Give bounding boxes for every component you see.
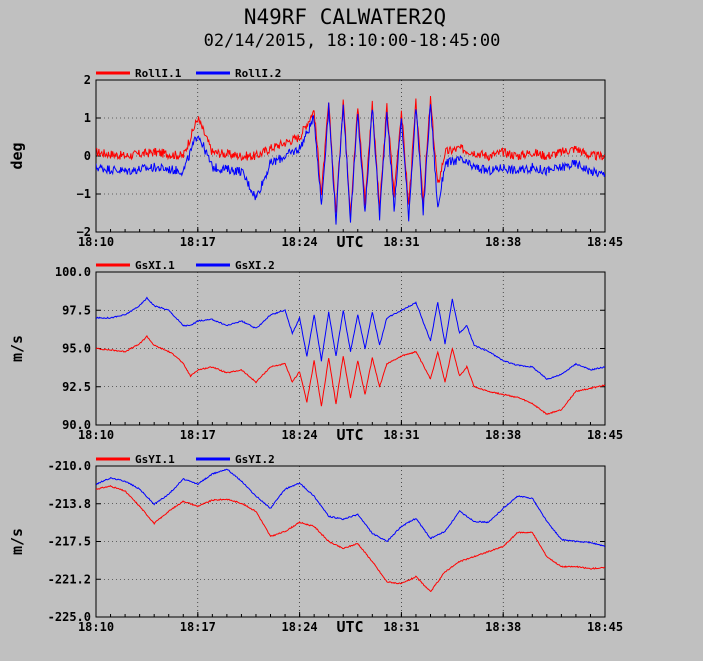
figure-title: N49RF CALWATER2Q xyxy=(244,5,446,29)
x-tick-label: 18:38 xyxy=(485,235,521,249)
x-tick-label: 18:24 xyxy=(282,235,318,249)
x-tick-label: 18:45 xyxy=(587,620,623,634)
x-tick-label: 18:24 xyxy=(282,428,318,442)
y-tick-label: -217.5 xyxy=(48,535,91,549)
series-line-GsXI.1 xyxy=(96,335,605,415)
series-line-RollI.2 xyxy=(96,102,605,225)
legend-label: GsYI.1 xyxy=(135,453,175,466)
x-axis-label: UTC xyxy=(336,618,363,636)
y-tick-label: 92.5 xyxy=(62,380,91,394)
chart-panel-3: 18:10 18:17 18:24 18:31 18:38 18:45 -210.0 -213… xyxy=(8,453,623,636)
x-tick-label: 18:31 xyxy=(383,235,419,249)
y-tick-label: 95.0 xyxy=(62,342,91,356)
x-tick-label: 18:38 xyxy=(485,620,521,634)
y-tick-label: 1 xyxy=(84,111,91,125)
y-tick-label: 0 xyxy=(84,149,91,163)
y-axis-label: deg xyxy=(8,142,26,169)
chart-panel-2: 18:10 18:17 18:24 18:31 18:38 18:45 100.0 97.5 9… xyxy=(8,259,623,444)
y-tick-label: 100.0 xyxy=(55,265,91,279)
legend-label: RollI.1 xyxy=(135,67,182,80)
x-tick-label: 18:45 xyxy=(587,428,623,442)
legend-label: RollI.2 xyxy=(235,67,281,80)
chart-panel-1: 18:10 18:17 18:24 18:31 18:38 18:45 2 1 0 −1 −2 UTC… xyxy=(8,67,623,251)
x-tick-label: 18:24 xyxy=(282,620,318,634)
x-axis-label: UTC xyxy=(336,233,363,251)
y-tick-label: -225.0 xyxy=(48,610,91,624)
x-tick-label: 18:31 xyxy=(383,428,419,442)
x-tick-label: 18:38 xyxy=(485,428,521,442)
legend-label: GsXI.1 xyxy=(135,259,175,272)
y-tick-label: -213.8 xyxy=(48,497,91,511)
y-tick-label: 2 xyxy=(84,73,91,87)
x-axis-label: UTC xyxy=(336,426,363,444)
x-tick-label: 18:10 xyxy=(78,620,114,634)
y-tick-label: 90.0 xyxy=(62,418,91,432)
y-tick-label: -221.2 xyxy=(48,572,91,586)
y-tick-label: -210.0 xyxy=(48,459,91,473)
y-tick-label: −1 xyxy=(77,187,91,201)
y-tick-label: 97.5 xyxy=(62,303,91,317)
y-tick-label: −2 xyxy=(77,225,91,239)
series-line-GsYI.1 xyxy=(96,484,605,593)
x-tick-label: 18:17 xyxy=(180,428,216,442)
x-tick-label: 18:45 xyxy=(587,235,623,249)
x-tick-label: 18:17 xyxy=(180,235,216,249)
legend-label: GsXI.2 xyxy=(235,259,275,272)
x-tick-label: 18:31 xyxy=(383,620,419,634)
y-axis-label: m/s xyxy=(8,528,26,555)
x-tick-label: 18:10 xyxy=(78,235,114,249)
series-line-GsXI.2 xyxy=(96,296,605,381)
figure-subtitle: 02/14/2015, 18:10:00-18:45:00 xyxy=(204,31,501,51)
x-tick-label: 18:17 xyxy=(180,620,216,634)
series-line-GsYI.2 xyxy=(96,468,605,548)
x-tick-label: 18:10 xyxy=(78,428,114,442)
legend-label: GsYI.2 xyxy=(235,453,275,466)
y-axis-label: m/s xyxy=(8,335,26,362)
